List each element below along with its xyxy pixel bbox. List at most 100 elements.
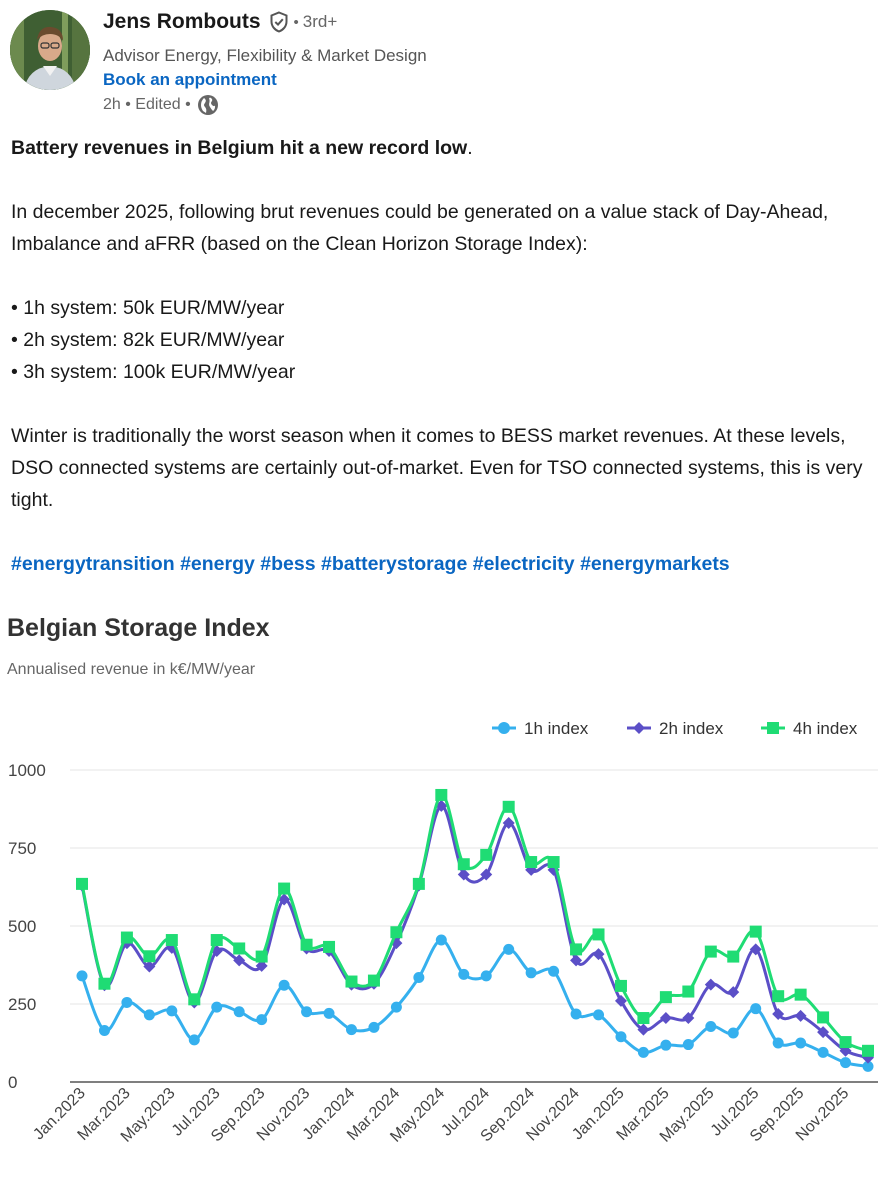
data-point — [817, 1046, 829, 1058]
y-tick-label: 750 — [8, 839, 36, 858]
bullet-1h: • 1h system: 50k EUR/MW/year — [11, 297, 285, 319]
data-point — [525, 863, 538, 876]
hashtag-electricity[interactable]: #electricity — [472, 553, 575, 575]
data-point — [682, 1012, 695, 1025]
data-point — [614, 979, 627, 992]
data-point — [367, 974, 380, 987]
hashtag-energymarkets[interactable]: #energymarkets — [580, 553, 730, 575]
data-point — [166, 1005, 178, 1017]
data-point — [772, 1037, 784, 1049]
book-appointment-link[interactable]: Book an appointment — [103, 70, 277, 89]
hashtag-energy[interactable]: #energy — [180, 553, 255, 575]
legend-marker — [498, 722, 510, 734]
data-point — [548, 965, 560, 977]
hashtag-energytransition[interactable]: #energytransition — [11, 553, 175, 575]
data-point — [614, 994, 627, 1007]
post-body: Battery revenues in Belgium hit a new re… — [11, 132, 871, 580]
data-point — [727, 986, 740, 999]
chart-subtitle: Annualised revenue in k€/MW/year — [7, 661, 256, 678]
data-point — [727, 1027, 739, 1039]
data-point — [435, 788, 448, 801]
data-point — [278, 893, 291, 906]
data-point — [211, 1001, 223, 1013]
data-point — [593, 1009, 605, 1021]
data-point — [480, 868, 493, 881]
data-point — [547, 856, 560, 869]
data-point — [503, 943, 515, 955]
data-point — [413, 971, 425, 983]
data-point — [457, 858, 470, 871]
data-point — [817, 1011, 830, 1024]
legend-marker — [767, 722, 779, 734]
data-point — [862, 1060, 874, 1072]
data-point — [143, 1009, 155, 1021]
y-tick-label: 250 — [8, 995, 36, 1014]
data-point — [637, 1023, 650, 1036]
post-paragraph-1: In december 2025, following brut revenue… — [11, 201, 829, 255]
data-point — [458, 968, 470, 980]
y-tick-label: 0 — [8, 1073, 17, 1092]
data-point — [76, 877, 88, 890]
data-point — [435, 934, 447, 946]
legend-label: 1h index — [524, 719, 589, 738]
bullet-2h: • 2h system: 82k EUR/MW/year — [11, 329, 285, 351]
chart-image[interactable]: Belgian Storage Index Annualised revenue… — [0, 610, 890, 1200]
data-point — [794, 988, 807, 1001]
data-point — [412, 877, 425, 890]
data-point — [300, 938, 313, 951]
storage-index-chart: 02505007501000Jan.2023Mar.2023May.2023Ju… — [8, 719, 878, 1146]
data-point — [570, 1008, 582, 1020]
data-point — [233, 942, 246, 955]
legend-label: 2h index — [659, 719, 724, 738]
data-point — [345, 1024, 357, 1036]
data-point — [98, 1025, 110, 1037]
data-point — [76, 970, 88, 982]
data-point — [165, 941, 178, 954]
legend-label: 4h index — [793, 719, 858, 738]
hashtag-list: #energytransition #energy #bess #battery… — [11, 548, 871, 580]
globe-icon — [197, 94, 219, 116]
data-point — [704, 978, 717, 991]
post-meta: 2h • Edited • — [103, 94, 219, 116]
data-point — [188, 993, 201, 1006]
data-point — [637, 1012, 650, 1025]
post-time: 2h • Edited • — [103, 96, 191, 113]
data-point — [795, 1037, 807, 1049]
avatar[interactable] — [10, 10, 90, 90]
data-point — [323, 940, 336, 953]
data-point — [233, 1006, 245, 1018]
author-name[interactable]: Jens Rombouts — [103, 10, 261, 33]
data-point — [659, 991, 672, 1004]
chart-title: Belgian Storage Index — [7, 614, 270, 642]
hashtag-bess[interactable]: #bess — [260, 553, 316, 575]
data-point — [840, 1057, 852, 1069]
data-point — [705, 1020, 717, 1032]
data-point — [368, 1021, 380, 1033]
legend-marker — [633, 722, 645, 734]
data-point — [457, 868, 470, 881]
data-point — [592, 928, 605, 941]
data-point — [255, 950, 268, 963]
data-point — [98, 977, 111, 990]
data-point — [660, 1039, 672, 1051]
data-point — [682, 985, 695, 998]
data-point — [749, 943, 762, 956]
y-tick-label: 500 — [8, 917, 36, 936]
data-point — [502, 800, 515, 813]
data-point — [390, 1001, 402, 1013]
data-point — [749, 925, 762, 938]
verified-shield-icon — [269, 11, 289, 33]
data-point — [390, 926, 403, 939]
data-point — [525, 856, 538, 869]
data-point — [210, 944, 223, 957]
data-point — [143, 950, 156, 963]
post-paragraph-2: Winter is traditionally the worst season… — [11, 425, 863, 511]
data-point — [188, 1034, 200, 1046]
post-lead-period: . — [467, 137, 473, 159]
data-point — [570, 954, 583, 967]
data-point — [772, 990, 785, 1003]
hashtag-batterystorage[interactable]: #batterystorage — [321, 553, 468, 575]
data-point — [772, 1007, 785, 1020]
data-point — [839, 1036, 852, 1049]
data-point — [794, 1009, 807, 1022]
